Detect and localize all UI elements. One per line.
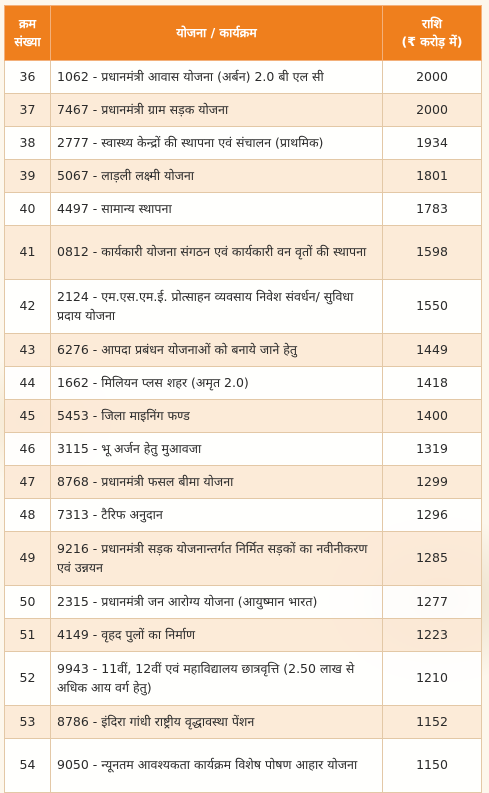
row-serial: 42 xyxy=(4,279,51,334)
row-scheme: 5067 - लाड़ली लक्ष्मी योजना xyxy=(50,159,383,193)
row-serial: 48 xyxy=(4,498,51,532)
row-scheme: 0812 - कार्यकारी योजना संगठन एवं कार्यका… xyxy=(50,225,383,280)
row-amount: 2000 xyxy=(382,93,482,127)
row-scheme: 9943 - 11वीं, 12वीं एवं महाविद्यालय छात्… xyxy=(50,651,383,706)
row-scheme: 8786 - इंदिरा गांधी राष्ट्रीय वृद्धावस्थ… xyxy=(50,705,383,739)
table-row: 45 5453 - जिला माइनिंग फण्ड 1400 xyxy=(4,399,482,433)
row-scheme: 8768 - प्रधानमंत्री फसल बीमा योजना xyxy=(50,465,383,499)
row-amount: 1285 xyxy=(382,531,482,586)
row-amount: 1418 xyxy=(382,366,482,400)
row-amount: 1150 xyxy=(382,738,482,793)
row-serial: 53 xyxy=(4,705,51,739)
table-row: 53 8786 - इंदिरा गांधी राष्ट्रीय वृद्धाव… xyxy=(4,705,482,739)
row-scheme: 7467 - प्रधानमंत्री ग्राम सड़क योजना xyxy=(50,93,383,127)
row-amount: 1319 xyxy=(382,432,482,466)
row-scheme: 2315 - प्रधानमंत्री जन आरोग्य योजना (आयु… xyxy=(50,585,383,619)
row-scheme: 2777 - स्वास्थ्य केन्द्रों की स्थापना एव… xyxy=(50,126,383,160)
row-amount: 1299 xyxy=(382,465,482,499)
row-amount: 2000 xyxy=(382,60,482,94)
table-row: 49 9216 - प्रधानमंत्री सड़क योजनान्तर्गत… xyxy=(4,531,482,586)
header-scheme: योजना / कार्यक्रम xyxy=(50,5,383,61)
row-amount: 1296 xyxy=(382,498,482,532)
row-serial: 43 xyxy=(4,333,51,367)
table-row: 47 8768 - प्रधानमंत्री फसल बीमा योजना 12… xyxy=(4,465,482,499)
row-scheme: 3115 - भू अर्जन हेतु मुआवजा xyxy=(50,432,383,466)
budget-table-container: क्रम संख्या योजना / कार्यक्रम राशि (₹ कर… xyxy=(4,5,482,793)
row-amount: 1598 xyxy=(382,225,482,280)
row-amount: 1210 xyxy=(382,651,482,706)
header-row: क्रम संख्या योजना / कार्यक्रम राशि (₹ कर… xyxy=(4,5,482,61)
header-amount-line-1: राशि xyxy=(421,15,443,31)
table-row: 37 7467 - प्रधानमंत्री ग्राम सड़क योजना … xyxy=(4,93,482,127)
row-serial: 46 xyxy=(4,432,51,466)
row-serial: 36 xyxy=(4,60,51,94)
row-scheme: 6276 - आपदा प्रबंधन योजनाओं को बनाये जान… xyxy=(50,333,383,367)
header-serial-line-1: क्रम xyxy=(18,15,37,31)
row-serial: 45 xyxy=(4,399,51,433)
row-serial: 50 xyxy=(4,585,51,619)
row-serial: 52 xyxy=(4,651,51,706)
row-amount: 1277 xyxy=(382,585,482,619)
table-row: 46 3115 - भू अर्जन हेतु मुआवजा 1319 xyxy=(4,432,482,466)
row-amount: 1801 xyxy=(382,159,482,193)
header-amount-line-2: (₹ करोड़ में) xyxy=(401,34,463,49)
row-serial: 44 xyxy=(4,366,51,400)
table-row: 50 2315 - प्रधानमंत्री जन आरोग्य योजना (… xyxy=(4,585,482,619)
budget-schemes-table: क्रम संख्या योजना / कार्यक्रम राशि (₹ कर… xyxy=(4,5,482,793)
table-row: 43 6276 - आपदा प्रबंधन योजनाओं को बनाये … xyxy=(4,333,482,367)
row-amount: 1934 xyxy=(382,126,482,160)
row-serial: 49 xyxy=(4,531,51,586)
table-row: 36 1062 - प्रधानमंत्री आवास योजना (अर्बन… xyxy=(4,60,482,94)
row-amount: 1152 xyxy=(382,705,482,739)
row-amount: 1550 xyxy=(382,279,482,334)
header-serial: क्रम संख्या xyxy=(4,5,51,61)
row-scheme: 2124 - एम.एस.एम.ई. प्रोत्साहन व्यवसाय नि… xyxy=(50,279,383,334)
table-row: 41 0812 - कार्यकारी योजना संगठन एवं कार्… xyxy=(4,225,482,280)
row-amount: 1223 xyxy=(382,618,482,652)
row-serial: 41 xyxy=(4,225,51,280)
table-row: 39 5067 - लाड़ली लक्ष्मी योजना 1801 xyxy=(4,159,482,193)
row-scheme: 9050 - न्यूनतम आवश्यकता कार्यक्रम विशेष … xyxy=(50,738,383,793)
table-row: 38 2777 - स्वास्थ्य केन्द्रों की स्थापना… xyxy=(4,126,482,160)
row-scheme: 1662 - मिलियन प्लस शहर (अमृत 2.0) xyxy=(50,366,383,400)
row-scheme: 4149 - वृहद पुलों का निर्माण xyxy=(50,618,383,652)
table-row: 52 9943 - 11वीं, 12वीं एवं महाविद्यालय छ… xyxy=(4,651,482,706)
row-serial: 51 xyxy=(4,618,51,652)
table-body: 36 1062 - प्रधानमंत्री आवास योजना (अर्बन… xyxy=(4,60,482,793)
row-scheme: 4497 - सामान्य स्थापना xyxy=(50,192,383,226)
table-row: 54 9050 - न्यूनतम आवश्यकता कार्यक्रम विश… xyxy=(4,738,482,793)
row-amount: 1400 xyxy=(382,399,482,433)
row-serial: 37 xyxy=(4,93,51,127)
row-scheme: 1062 - प्रधानमंत्री आवास योजना (अर्बन) 2… xyxy=(50,60,383,94)
row-scheme: 7313 - टैरिफ अनुदान xyxy=(50,498,383,532)
row-serial: 38 xyxy=(4,126,51,160)
row-serial: 47 xyxy=(4,465,51,499)
header-amount: राशि (₹ करोड़ में) xyxy=(382,5,482,61)
table-row: 51 4149 - वृहद पुलों का निर्माण 1223 xyxy=(4,618,482,652)
row-scheme: 9216 - प्रधानमंत्री सड़क योजनान्तर्गत नि… xyxy=(50,531,383,586)
row-serial: 40 xyxy=(4,192,51,226)
table-row: 40 4497 - सामान्य स्थापना 1783 xyxy=(4,192,482,226)
row-scheme: 5453 - जिला माइनिंग फण्ड xyxy=(50,399,383,433)
header-serial-line-2: संख्या xyxy=(14,34,41,49)
row-amount: 1783 xyxy=(382,192,482,226)
table-row: 42 2124 - एम.एस.एम.ई. प्रोत्साहन व्यवसाय… xyxy=(4,279,482,334)
table-row: 44 1662 - मिलियन प्लस शहर (अमृत 2.0) 141… xyxy=(4,366,482,400)
table-header: क्रम संख्या योजना / कार्यक्रम राशि (₹ कर… xyxy=(4,5,482,61)
table-row: 48 7313 - टैरिफ अनुदान 1296 xyxy=(4,498,482,532)
row-serial: 39 xyxy=(4,159,51,193)
row-amount: 1449 xyxy=(382,333,482,367)
row-serial: 54 xyxy=(4,738,51,793)
